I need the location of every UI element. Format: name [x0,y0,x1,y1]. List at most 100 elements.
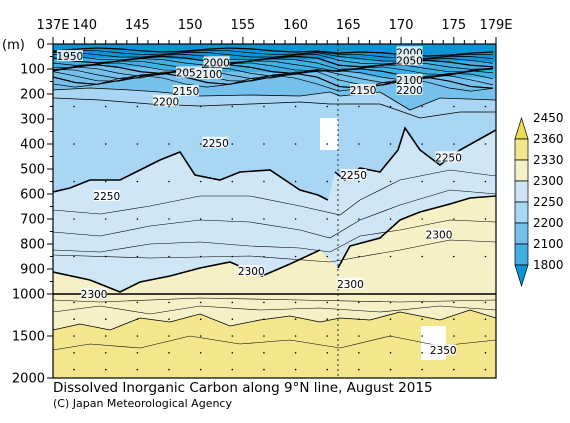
sample-dot [484,105,487,108]
thermocline-contour [53,60,494,73]
y-tick-label: 800 [20,238,45,253]
contour-label-bg [196,68,223,79]
band-below-2100 [53,44,496,62]
sample-dot [453,318,455,321]
colorbar-label: 2300 [533,174,564,188]
sample-dot [358,352,360,354]
sample-dot [294,352,297,354]
contour-label: 2300 [337,279,364,291]
contour-label-bg [396,54,423,66]
contour-label-bg [396,84,423,95]
sample-dot [73,255,75,258]
sample-dot [263,105,265,108]
sample-dot [136,180,139,183]
sample-dot [231,368,234,371]
sample-dot [389,105,392,108]
sample-dot [168,368,170,371]
y-tick-label: 1000 [12,288,45,303]
x-tick-label: 155 [230,18,255,33]
sample-dot [421,318,423,321]
contour-label: 2250 [340,170,367,182]
sample-dot [389,352,392,354]
sample-dot [73,318,75,321]
sample-dot [168,352,170,354]
y-tick-label: 2000 [12,372,45,387]
contour-interior-3 [53,219,496,253]
sample-dot [326,218,329,220]
sample-dot [231,255,234,258]
sample-dot [73,218,75,220]
sample-dot [294,335,297,337]
y-tick-label: 300 [20,113,45,128]
contour-label-bg [152,95,179,107]
contour-label: 2100 [196,69,223,81]
sample-dot [294,180,297,183]
sample-dot [231,105,234,108]
colorbar-segment [514,201,529,224]
x-tick-label: 137E [36,18,69,33]
colorbar-label: 2250 [533,195,564,209]
sample-dot [199,255,202,258]
sample-dot [326,318,329,321]
contour-label: 2300 [238,266,265,278]
y-tick-label: 600 [20,188,45,203]
sample-dot [389,255,392,258]
contour-label-bg [176,66,203,78]
contour-label: 2200 [396,85,423,97]
chart-credit: (C) Japan Meteorological Agency [53,397,232,410]
contour-interior-1 [53,169,496,216]
sample-dot [484,335,487,337]
sample-dot [263,352,265,354]
sample-dot [199,318,202,321]
sample-dot [199,105,202,108]
sample-dot [326,301,329,304]
sample-dot [326,105,329,108]
sample-dot [358,143,360,145]
sample-dot [104,301,107,304]
sample-dot [453,180,455,183]
y-axis-unit: (m) [2,38,25,53]
contour-label: 2300 [81,289,108,301]
contour-label-bg [238,265,265,276]
sample-dot [104,368,107,371]
sample-dot [199,352,202,354]
sample-dot [421,143,423,145]
sample-dot [263,218,265,220]
sample-dot [136,218,139,220]
contour-label-bg [56,50,83,61]
contour-interior-2 [53,189,496,239]
sample-dot [358,105,360,108]
sample-dot [421,218,423,220]
sample-dot [358,335,360,337]
sample-dot [73,180,75,183]
band-2300-2330 [53,196,496,296]
sample-dot [104,143,107,145]
contour-label-bg [340,169,367,180]
x-axis: 137E 140 145 150 155 160 165 170 175 179E [36,18,513,45]
sample-dot [326,352,329,354]
sample-dot [168,335,170,337]
contour-label-bg [172,85,199,96]
sample-dot [263,255,265,258]
sample-dot [199,368,202,371]
contour-label: 2050 [396,55,423,67]
x-tick-label: 165 [336,18,361,33]
sample-dot [294,255,297,258]
sample-dot [389,318,392,321]
deep-contour-1 [53,297,496,303]
sample-dot [294,318,297,321]
sample-dot [326,335,329,337]
sample-dot [73,368,75,371]
sample-dot [484,352,487,354]
sample-dot [104,318,107,321]
sample-dot [389,335,392,337]
sample-dot [484,218,487,220]
sample-dot [453,218,455,220]
deep-band-2360 [53,310,496,378]
sample-dot [389,143,392,145]
sample-dot [263,301,265,304]
deep-contour-3 [53,309,496,331]
colorbar-label: 2360 [533,132,564,146]
sample-dot [453,335,455,337]
